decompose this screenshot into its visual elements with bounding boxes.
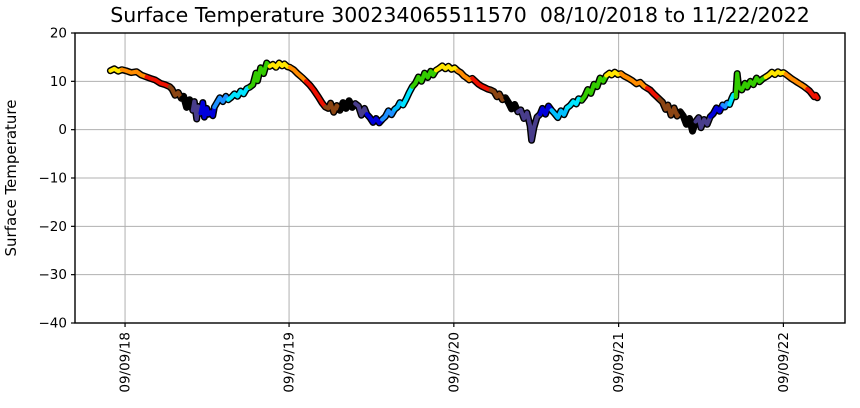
series-segment-blue bbox=[198, 100, 217, 120]
series-segment-black bbox=[179, 94, 195, 113]
series-segment-red bbox=[144, 74, 172, 89]
series-segment-orange bbox=[783, 72, 810, 92]
y-tick-labels: 20 10 0 −10 −20 −30 −40 bbox=[39, 26, 68, 332]
y-tick-label: 0 bbox=[58, 122, 67, 138]
series-segment-slate bbox=[515, 107, 543, 143]
series-segment-brown bbox=[488, 87, 508, 102]
series-segment-red bbox=[805, 87, 820, 100]
series-segment-yellow bbox=[434, 63, 460, 73]
series-segment-green bbox=[579, 73, 609, 103]
x-tick-label: 09/09/21 bbox=[611, 332, 627, 393]
series-segment-blue bbox=[538, 103, 554, 117]
y-axis-label: Surface Temperature bbox=[2, 100, 20, 257]
y-tick-label: −40 bbox=[39, 316, 68, 332]
series-segment-black bbox=[503, 95, 520, 114]
series-segment-yellow bbox=[604, 70, 623, 78]
x-tick-label: 09/09/18 bbox=[118, 332, 134, 393]
series-segment-cyan bbox=[226, 85, 252, 102]
series-segment-green bbox=[247, 60, 272, 90]
x-tick-label: 09/09/22 bbox=[776, 332, 792, 393]
y-tick-label: −20 bbox=[39, 219, 68, 235]
temperature-series-line bbox=[106, 59, 821, 144]
series-segment-green bbox=[410, 68, 439, 89]
x-tick-label: 09/09/19 bbox=[282, 332, 298, 393]
series-segment-slate bbox=[190, 99, 203, 122]
series-segment-slate bbox=[353, 101, 369, 118]
series-segment-dodger bbox=[212, 94, 231, 110]
series-segment-blue bbox=[364, 112, 385, 125]
series-segment-brown bbox=[167, 84, 184, 101]
y-tick-label: −10 bbox=[39, 171, 68, 187]
y-tick-label: −30 bbox=[39, 267, 68, 283]
x-tick-label: 09/09/20 bbox=[446, 332, 462, 393]
series-segment-dodger bbox=[380, 107, 397, 122]
series-segment-cyan bbox=[564, 96, 584, 110]
series-segment-yellow bbox=[763, 69, 788, 80]
series-segment-slate bbox=[693, 114, 713, 130]
series-segment-orange bbox=[618, 71, 650, 91]
series-segment-orange bbox=[455, 68, 475, 82]
series-segment-brown bbox=[657, 97, 683, 119]
y-tick-label: 10 bbox=[50, 74, 67, 90]
series-segment-brown bbox=[323, 101, 342, 115]
series-segment-green bbox=[733, 71, 768, 99]
chart-title: Surface Temperature 300234065511570 08/1… bbox=[110, 3, 810, 27]
series-segment-cyan bbox=[400, 84, 415, 108]
axis-tick-marks bbox=[71, 32, 785, 327]
series-segment-yellow bbox=[108, 66, 125, 74]
x-tick-labels: 09/09/18 09/09/19 09/09/20 09/09/21 09/09/22 bbox=[118, 332, 792, 393]
series-segment-orange bbox=[287, 65, 309, 84]
series-segment-red bbox=[470, 76, 493, 93]
series-segment-black bbox=[337, 98, 358, 113]
series-segment-orange bbox=[119, 67, 149, 80]
series-segment-yellow bbox=[267, 60, 292, 70]
series-segment-black bbox=[678, 109, 698, 134]
series-segment-sky bbox=[549, 105, 570, 120]
y-tick-label: 20 bbox=[50, 26, 67, 42]
series-segment-red bbox=[645, 86, 662, 102]
series-segment-blue bbox=[708, 102, 725, 119]
series-segment-red bbox=[303, 79, 328, 110]
